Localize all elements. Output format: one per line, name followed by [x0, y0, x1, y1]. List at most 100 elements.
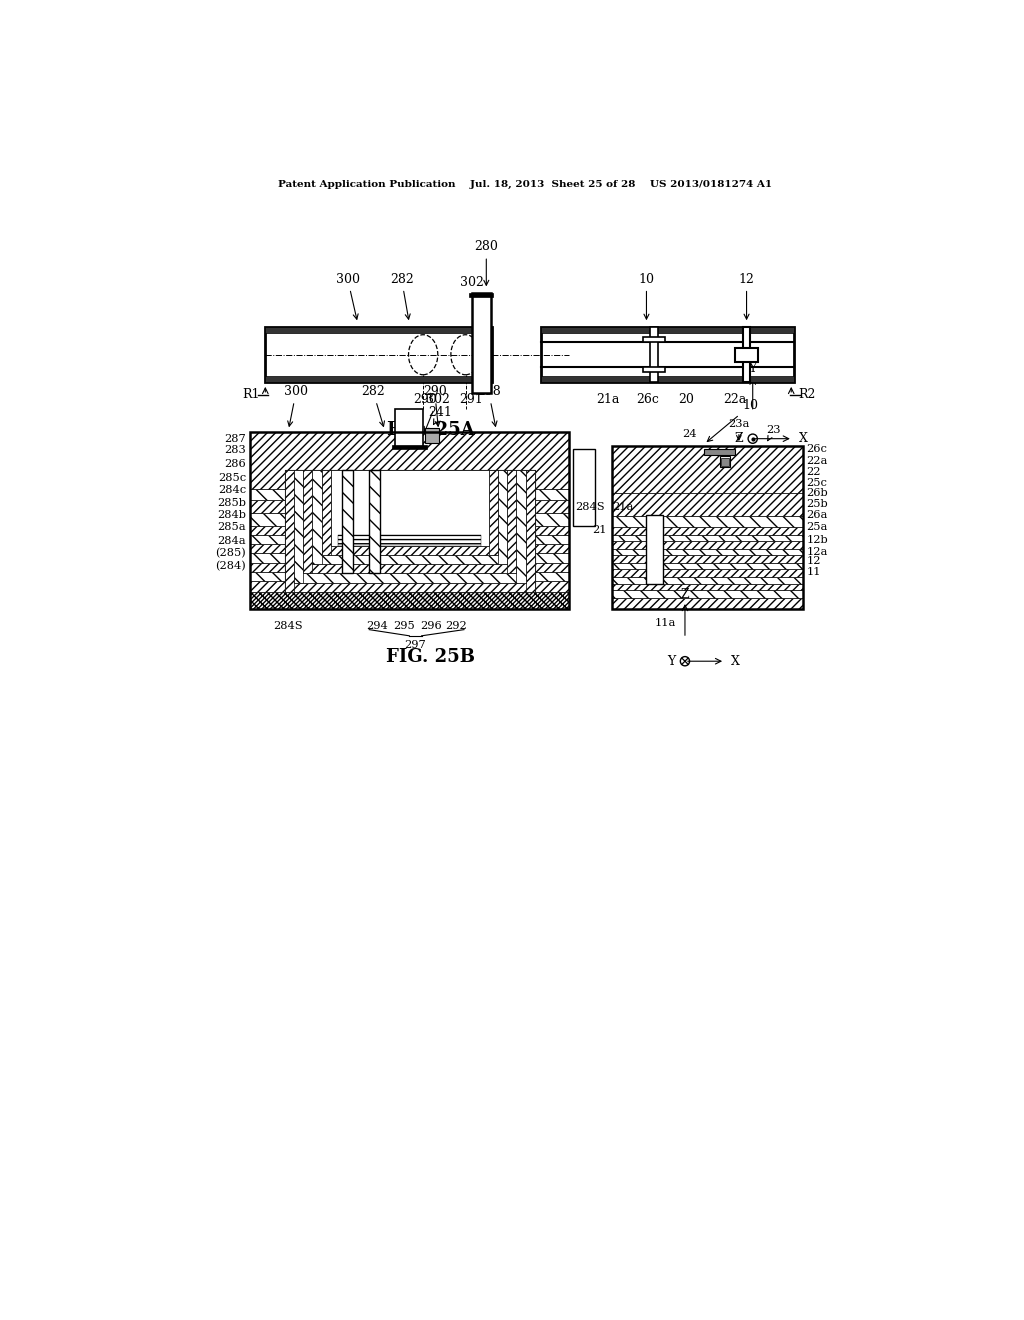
Bar	[611, 585, 803, 590]
Text: 26c: 26c	[807, 445, 827, 454]
Text: 12: 12	[738, 273, 755, 319]
Text: (284): (284)	[215, 561, 246, 570]
Text: 22a: 22a	[807, 455, 828, 466]
Text: Z: Z	[681, 589, 689, 602]
Bar	[541, 327, 795, 383]
Text: Z: Z	[735, 432, 743, 445]
Bar	[250, 562, 569, 572]
Bar	[650, 327, 658, 383]
Bar	[742, 327, 751, 383]
Text: 297: 297	[404, 640, 426, 649]
Bar	[250, 572, 569, 581]
Bar	[611, 562, 803, 569]
Text: 22a: 22a	[723, 393, 746, 407]
Bar	[516, 470, 525, 582]
Bar	[721, 458, 729, 466]
Text: 25b: 25b	[807, 499, 828, 510]
Text: 292: 292	[445, 620, 467, 631]
Bar	[611, 516, 803, 527]
Bar	[507, 470, 516, 573]
Bar	[250, 499, 569, 513]
Bar	[250, 525, 569, 535]
Text: 282: 282	[361, 385, 385, 426]
Text: 286: 286	[224, 459, 246, 469]
Bar	[294, 470, 303, 582]
Text: 300: 300	[284, 385, 308, 426]
Bar	[498, 470, 507, 564]
Text: 294: 294	[367, 620, 388, 631]
Text: FIG. 25A: FIG. 25A	[387, 421, 475, 440]
Bar	[611, 527, 803, 535]
Text: 284b: 284b	[217, 510, 246, 520]
Text: 23a: 23a	[728, 418, 750, 440]
Bar	[425, 428, 438, 444]
Text: 11a: 11a	[655, 618, 677, 628]
Text: 284S: 284S	[273, 620, 303, 631]
Bar	[250, 553, 569, 562]
Text: 284a: 284a	[217, 536, 246, 546]
Bar	[312, 554, 507, 564]
Text: 12b: 12b	[807, 535, 828, 545]
Text: 10: 10	[708, 399, 759, 441]
Bar	[472, 293, 490, 393]
Bar	[250, 432, 569, 609]
Text: R1: R1	[243, 388, 260, 401]
Bar	[285, 470, 535, 591]
Text: 280: 280	[474, 240, 499, 285]
Text: Y: Y	[749, 362, 757, 375]
Bar	[250, 591, 569, 609]
Bar	[611, 590, 803, 598]
Text: 10: 10	[638, 273, 654, 319]
Bar	[265, 327, 493, 383]
Bar	[331, 470, 488, 545]
Text: 300: 300	[336, 273, 359, 319]
Text: 282: 282	[390, 273, 414, 319]
Text: 302: 302	[460, 276, 483, 319]
Bar	[370, 470, 380, 573]
Bar	[611, 554, 803, 562]
Bar	[285, 470, 294, 591]
Text: 290: 290	[423, 385, 446, 426]
Text: (285): (285)	[215, 548, 246, 558]
Text: 12a: 12a	[807, 546, 828, 557]
Bar	[322, 545, 498, 554]
Bar	[611, 549, 803, 554]
Bar	[611, 598, 803, 609]
Text: 295: 295	[393, 620, 415, 631]
Bar	[646, 515, 664, 585]
Bar	[339, 535, 481, 545]
Bar	[342, 470, 353, 573]
Text: 285a: 285a	[217, 523, 246, 532]
Bar	[525, 470, 535, 591]
Text: 25a: 25a	[807, 523, 828, 532]
Bar	[250, 581, 569, 591]
Bar	[312, 470, 322, 564]
Text: 25c: 25c	[807, 478, 827, 487]
Text: 26b: 26b	[807, 488, 828, 499]
Bar	[643, 337, 665, 342]
Text: X: X	[731, 655, 740, 668]
Bar	[720, 457, 730, 467]
Text: 21a: 21a	[596, 393, 620, 407]
Text: 23: 23	[766, 425, 780, 441]
Text: 21: 21	[593, 525, 607, 536]
Bar	[611, 446, 803, 609]
Text: R2: R2	[798, 388, 815, 401]
Text: 12: 12	[807, 556, 821, 566]
Bar	[303, 564, 516, 573]
Bar	[611, 446, 803, 494]
Text: 26a: 26a	[807, 510, 828, 520]
Text: 298: 298	[477, 385, 501, 426]
Bar	[303, 470, 312, 573]
Bar	[250, 432, 569, 488]
Text: 11: 11	[807, 566, 821, 577]
Bar	[250, 488, 569, 499]
Bar	[705, 449, 735, 455]
Text: 285c: 285c	[218, 473, 246, 483]
Bar	[573, 449, 595, 525]
Text: 21a: 21a	[611, 502, 633, 512]
Text: 285b: 285b	[217, 498, 246, 508]
Bar	[488, 470, 498, 554]
Text: 241: 241	[428, 407, 452, 425]
Text: 283: 283	[224, 445, 246, 455]
